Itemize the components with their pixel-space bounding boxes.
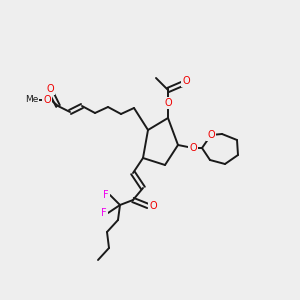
Text: F: F bbox=[101, 208, 107, 218]
Text: O: O bbox=[149, 201, 157, 211]
Text: F: F bbox=[103, 190, 109, 200]
Text: O: O bbox=[46, 84, 54, 94]
Text: O: O bbox=[43, 95, 51, 105]
Text: Me: Me bbox=[25, 95, 39, 104]
Text: O: O bbox=[189, 143, 197, 153]
Text: O: O bbox=[207, 130, 215, 140]
Text: O: O bbox=[182, 76, 190, 86]
Text: O: O bbox=[164, 98, 172, 108]
